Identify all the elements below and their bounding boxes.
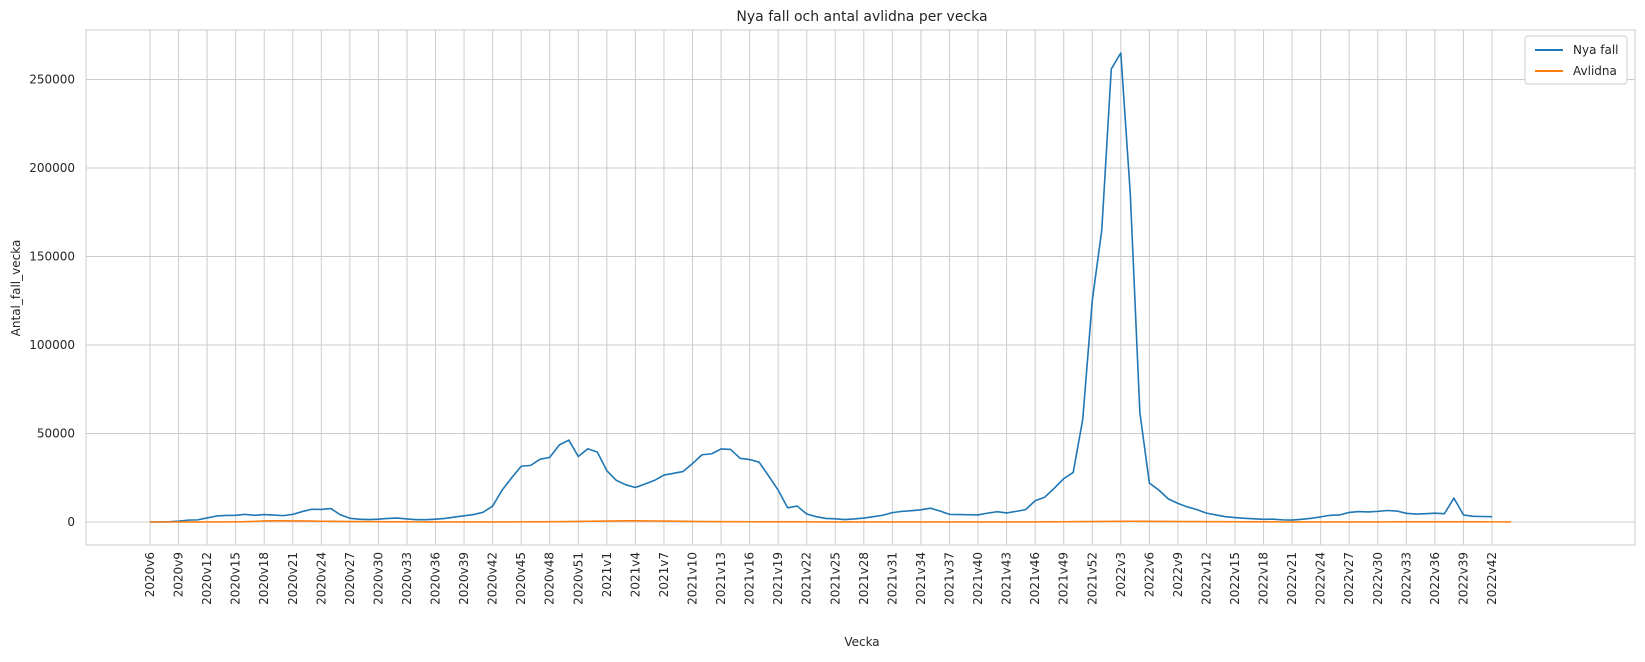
y-tick-label: 200000: [29, 161, 75, 175]
x-tick-label: 2022v24: [1314, 552, 1328, 605]
x-tick-label: 2020v18: [257, 552, 271, 605]
x-tick-label: 2022v27: [1342, 552, 1356, 605]
x-tick-label: 2022v12: [1199, 552, 1213, 605]
x-tick-label: 2022v39: [1456, 552, 1470, 605]
legend: Nya fall Avlidna: [1524, 35, 1628, 85]
x-tick-label: 2022v3: [1114, 552, 1128, 597]
x-tick-label: 2021v49: [1057, 552, 1071, 605]
y-tick-label: 100000: [29, 338, 75, 352]
x-tick-label: 2021v37: [942, 552, 956, 605]
x-tick-label: 2022v9: [1171, 552, 1185, 597]
x-tick-label: 2021v46: [1028, 552, 1042, 605]
legend-label-avlidna: Avlidna: [1573, 64, 1617, 78]
x-tick-label: 2022v21: [1285, 552, 1299, 605]
x-tick-label: 2020v9: [172, 552, 186, 597]
x-tick-label: 2020v42: [486, 552, 500, 605]
x-tick-label: 2021v31: [885, 552, 899, 605]
x-tick-label: 2021v28: [857, 552, 871, 605]
x-tick-label: 2021v16: [743, 552, 757, 605]
x-tick-label: 2022v42: [1485, 552, 1499, 605]
x-tick-label: 2020v51: [571, 552, 585, 605]
x-tick-label: 2021v1: [600, 552, 614, 597]
x-tick-label: 2021v40: [971, 552, 985, 605]
x-tick-label: 2020v39: [457, 552, 471, 605]
x-tick-label: 2020v33: [400, 552, 414, 605]
x-tick-label: 2020v24: [314, 552, 328, 605]
x-tick-label: 2022v36: [1428, 552, 1442, 605]
x-tick-label: 2021v52: [1085, 552, 1099, 605]
x-tick-label: 2020v36: [429, 552, 443, 605]
y-tick-label: 150000: [29, 250, 75, 264]
x-tick-label: 2021v13: [714, 552, 728, 605]
x-tick-label: 2020v30: [371, 552, 385, 605]
x-tick-label: 2020v27: [343, 552, 357, 605]
x-tick-label: 2020v45: [514, 552, 528, 605]
y-tick-labels: 0 50000 100000 150000 200000 250000: [29, 73, 75, 529]
x-tick-label: 2021v22: [800, 552, 814, 605]
x-tick-label: 2021v19: [771, 552, 785, 605]
x-tick-label: 2021v43: [1000, 552, 1014, 605]
chart-title: Nya fall och antal avlidna per vecka: [736, 9, 987, 25]
x-tick-label: 2020v6: [143, 552, 157, 597]
x-tick-label: 2021v34: [914, 552, 928, 605]
x-tick-label: 2022v33: [1399, 552, 1413, 605]
x-tick-labels: 2020v6 2020v9 2020v12 2020v15 2020v18 2020v21…: [143, 552, 1499, 605]
plot-frame: [85, 29, 1636, 546]
series-line-avlidna: [150, 519, 1512, 523]
x-tick-label: 2021v10: [686, 552, 700, 605]
y-tick-label: 0: [67, 515, 75, 529]
y-tick-label: 250000: [29, 73, 75, 87]
x-tick-label: 2020v15: [229, 552, 243, 605]
legend-label-nya-fall: Nya fall: [1573, 43, 1619, 57]
x-tick-label: 2022v18: [1257, 552, 1271, 605]
x-tick-label: 2022v6: [1142, 552, 1156, 597]
grid-layer: [86, 30, 1635, 545]
x-tick-label: 2022v15: [1228, 552, 1242, 605]
x-tick-label: 2021v25: [828, 552, 842, 605]
series-line-nya-fall: [149, 52, 1493, 523]
x-tick-label: 2020v21: [286, 552, 300, 605]
series-layer: [149, 52, 1512, 523]
x-tick-label: 2021v7: [657, 552, 671, 597]
x-tick-label: 2020v48: [543, 552, 557, 605]
y-tick-label: 50000: [37, 427, 75, 441]
x-tick-label: 2021v4: [628, 552, 642, 597]
x-tick-label: 2022v30: [1371, 552, 1385, 605]
y-axis-label: Antal_fall_vecka: [9, 240, 23, 337]
x-axis-label: Vecka: [844, 635, 879, 649]
x-tick-label: 2020v12: [200, 552, 214, 605]
